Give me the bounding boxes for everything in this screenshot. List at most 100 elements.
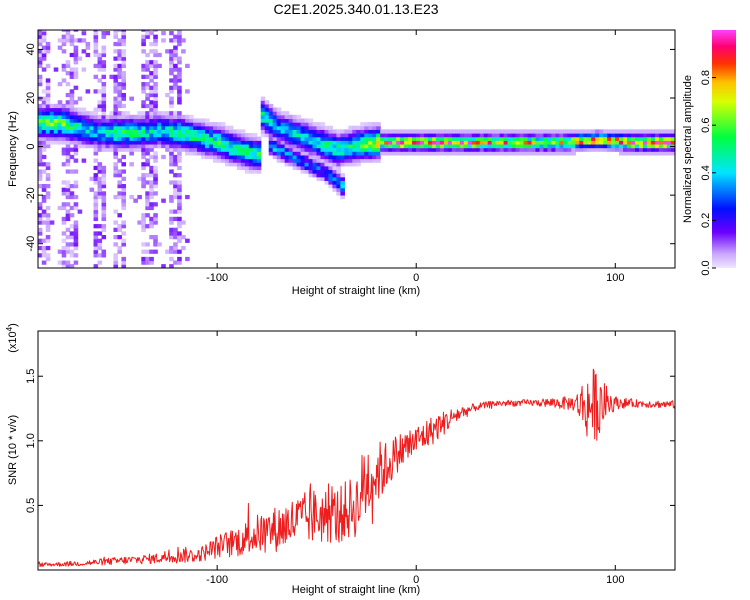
heatmap-cell [559, 151, 564, 156]
heatmap-cell [81, 107, 87, 112]
heatmap-cell [69, 242, 75, 247]
heatmap-cell [332, 180, 337, 185]
heatmap-cell [292, 118, 298, 123]
heatmap-cell [177, 256, 182, 262]
heatmap-cell [423, 147, 429, 152]
heatmap-cell [97, 52, 103, 58]
heatmap-cell [49, 118, 55, 123]
heatmap-cell [145, 67, 150, 72]
heatmap-cell [208, 151, 214, 156]
heatmap-cell [392, 129, 397, 134]
heatmap-cell [81, 49, 87, 54]
heatmap-cell [539, 147, 545, 152]
heatmap-cell [38, 52, 43, 58]
heatmap-cell [141, 151, 146, 156]
heatmap-cell [173, 173, 178, 178]
heatmap-cell [41, 103, 47, 109]
heatmap-cell [495, 133, 501, 138]
heatmap-cell [519, 140, 525, 145]
heatmap-cell [324, 162, 330, 167]
heatmap-cell [638, 143, 644, 149]
heatmap-cell [105, 122, 111, 127]
heatmap-cell [416, 133, 421, 138]
heatmap-cell [41, 198, 47, 203]
heatmap-cell [304, 125, 310, 130]
heatmap-cell [551, 143, 556, 149]
heatmap-cell [300, 129, 306, 134]
heatmap-cell [423, 136, 429, 141]
heatmap-cell [53, 67, 59, 72]
heatmap-cell [77, 118, 83, 123]
heatmap-cell [61, 38, 67, 43]
heatmap-cell [459, 140, 465, 145]
heatmap-cell [547, 129, 552, 134]
heatmap-cell [662, 133, 668, 138]
heatmap-cell [177, 191, 182, 196]
heatmap-cell [153, 114, 158, 120]
heatmap-cell [256, 143, 262, 149]
heatmap-cell [97, 176, 103, 181]
heatmap-cell [670, 143, 675, 149]
heatmap-cell [45, 103, 51, 109]
heatmap-cell [559, 147, 564, 152]
heatmap-cell [280, 147, 286, 152]
heatmap-cell [208, 129, 214, 134]
heatmap-cell [89, 187, 95, 192]
heatmap-cell [288, 140, 294, 145]
heatmap-cell [599, 129, 604, 134]
heatmap-cell [511, 143, 517, 149]
heatmap-cell [607, 140, 612, 145]
heatmap-cell [376, 129, 381, 134]
heatmap-cell [623, 129, 628, 134]
heatmap-cell [57, 129, 63, 134]
heatmap-cell [149, 60, 154, 65]
heatmap-cell [117, 67, 123, 72]
heatmap-cell [296, 129, 302, 134]
heatmap-cell [97, 162, 103, 167]
heatmap-cell [169, 256, 174, 262]
heatmap-cell [137, 136, 142, 141]
heatmap-cell [316, 165, 322, 171]
heatmap-cell [296, 125, 302, 130]
heatmap-cell [567, 129, 572, 134]
heatmap-cell [328, 133, 334, 138]
heatmap-cell [73, 245, 79, 251]
heatmap-cell [296, 147, 302, 152]
heatmap-cell [451, 140, 457, 145]
heatmap-cell [141, 224, 146, 229]
heatmap-cell [149, 143, 154, 149]
heatmap-cell [427, 151, 433, 156]
heatmap-cell [571, 151, 576, 156]
heatmap-cell [360, 147, 365, 152]
heatmap-cell [328, 125, 334, 130]
heatmap-cell [670, 140, 675, 145]
heatmap-cell [141, 256, 146, 262]
heatmap-cell [368, 147, 373, 152]
heatmap-cell [447, 140, 453, 145]
heatmap-cell [41, 238, 47, 243]
heatmap-cell [463, 133, 469, 138]
heatmap-cell [471, 147, 477, 152]
heatmap-cell [77, 107, 83, 112]
heatmap-cell [133, 125, 138, 130]
heatmap-cell [189, 136, 194, 141]
heatmap-cell [388, 151, 393, 156]
heatmap-cell [73, 136, 79, 141]
heatmap-cell [264, 107, 270, 112]
heatmap-cell [519, 147, 525, 152]
heatmap-cell [173, 34, 178, 39]
heatmap-cell [41, 114, 47, 120]
heatmap-cell [356, 151, 361, 156]
heatmap-cell [368, 122, 373, 127]
heatmap-cell [137, 122, 142, 127]
heatmap-cell [591, 129, 596, 134]
heatmap-cell [97, 143, 103, 149]
heatmap-cell [149, 187, 154, 192]
heatmap-cell [212, 129, 218, 134]
heatmap-cell [169, 220, 174, 225]
heatmap-cell [260, 133, 266, 138]
heatmap-cell [105, 129, 111, 134]
heatmap-cell [276, 122, 282, 127]
heatmap-cell [141, 49, 146, 54]
